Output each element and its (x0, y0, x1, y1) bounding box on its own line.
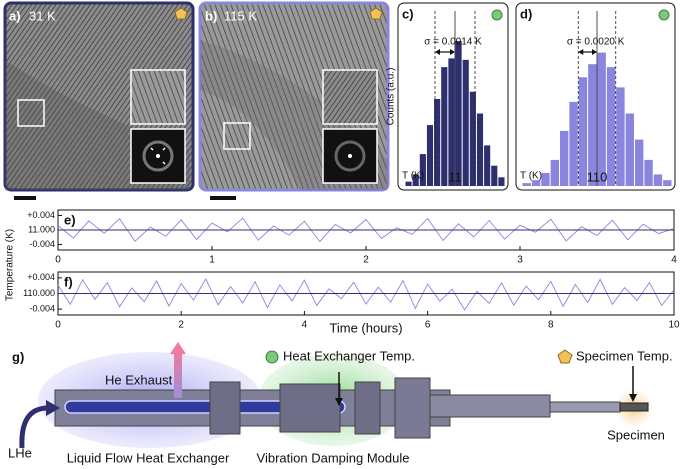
temperature-label: 31 K (29, 8, 56, 23)
histogram-bar (644, 159, 653, 186)
sensor-icon (491, 9, 503, 21)
temperature-trace (57, 278, 675, 311)
x-tick-label: 4 (671, 255, 677, 266)
histogram-bar (448, 58, 455, 186)
temperature-trace (57, 217, 675, 243)
micrograph-b (198, 1, 390, 200)
x-tick-label: 11 (448, 169, 462, 184)
histogram-bar (441, 67, 448, 186)
temperature-label: 115 K (224, 8, 257, 23)
x-tick-label: 3 (517, 255, 523, 266)
x-tick-label: 2 (178, 320, 184, 331)
histogram-bar (476, 113, 484, 186)
y-tick-label: -0.004 (29, 239, 55, 249)
x-tick-label: 1 (209, 255, 215, 266)
y-tick-label: +0.004 (27, 272, 55, 282)
arrow-head (578, 49, 597, 55)
histogram-bar (434, 99, 441, 186)
histogram-bar (588, 64, 597, 186)
panel-label: b) (205, 8, 217, 23)
histogram-bar (419, 154, 426, 186)
histogram-bar (484, 145, 491, 186)
x-tick-label: 6 (425, 320, 431, 331)
histogram-bar (653, 174, 663, 186)
histogram-bar (569, 101, 578, 186)
panel-label: f) (64, 274, 73, 289)
apparatus-diagram (19, 342, 652, 449)
histogram-bar (426, 125, 434, 186)
panel-label: c) (402, 6, 414, 21)
y-tick-label: 11.000 (28, 224, 55, 234)
x-tick-label: 110 (587, 169, 608, 184)
histogram-bar (531, 180, 541, 186)
panel-label: g) (12, 349, 24, 364)
legend-label: Specimen Temp. (576, 348, 673, 363)
histogram-bar (541, 172, 550, 186)
sigma-label: σ = 0.0020 K (567, 37, 625, 48)
histogram-bar (462, 59, 469, 186)
histogram-bar (455, 41, 462, 186)
histogram-bar (522, 183, 531, 186)
histogram-bar (635, 139, 644, 186)
module-label: Vibration Damping Module (257, 450, 410, 465)
histogram-bar (405, 181, 412, 186)
histogram-bar (491, 165, 498, 186)
y-tick-label: -0.004 (29, 304, 55, 314)
x-tick-label: 0 (55, 320, 61, 331)
y-axis-label: Counts (a.u.) (386, 68, 397, 126)
exhaust-label: He Exhaust (105, 372, 173, 387)
histogram-bar (412, 174, 419, 186)
x-tick-label: 4 (302, 320, 308, 331)
histogram-bar (578, 77, 588, 186)
histogram-bar (597, 52, 606, 186)
histogram-bar (469, 91, 476, 186)
sigma-label: σ = 0.0014 K (424, 37, 482, 48)
x-axis-label: Time (hours) (329, 320, 402, 335)
histogram-bar (663, 180, 672, 186)
panel-label: a) (9, 8, 21, 23)
axis-name: T (K) (520, 171, 542, 182)
x-tick-label: 0 (55, 255, 61, 266)
x-tick-label: 10 (668, 320, 680, 331)
histogram-bar (625, 113, 634, 186)
histogram-bar (550, 159, 559, 186)
y-tick-label: +0.004 (27, 210, 55, 220)
histogram-bar (616, 87, 625, 186)
micrograph-a (3, 1, 195, 200)
histogram-bar (606, 67, 616, 186)
specimen-label: Specimen (607, 427, 665, 442)
y-axis-label: Temperature (K) (5, 229, 16, 301)
panel-label: e) (64, 212, 76, 227)
inlet-label: LHe (8, 445, 32, 460)
module-label: Liquid Flow Heat Exchanger (67, 450, 230, 465)
panel-label: d) (520, 6, 532, 21)
axis-name: T (K) (402, 171, 424, 182)
histogram-bar (560, 130, 569, 186)
x-tick-label: 8 (548, 320, 554, 331)
arrow-head (435, 49, 455, 55)
histogram-bar (498, 177, 505, 186)
legend-label: Heat Exchanger Temp. (283, 348, 415, 363)
y-tick-label: 110.000 (23, 288, 55, 298)
sensor-icon (658, 9, 670, 21)
x-tick-label: 2 (363, 255, 369, 266)
